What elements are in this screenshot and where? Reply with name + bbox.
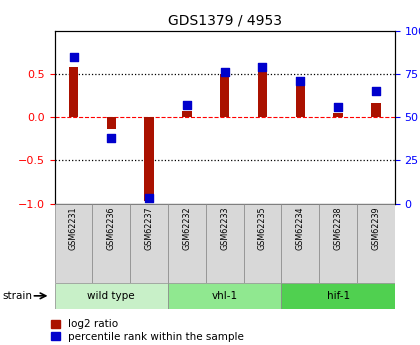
Bar	[182, 111, 192, 117]
Bar	[244, 204, 281, 283]
Bar	[55, 204, 92, 283]
Text: GSM62233: GSM62233	[220, 207, 229, 250]
Text: strain: strain	[2, 291, 32, 301]
Point	[108, 135, 115, 141]
Text: GSM62239: GSM62239	[371, 207, 381, 250]
Bar	[258, 72, 267, 117]
Bar	[130, 204, 168, 283]
Bar	[296, 81, 305, 117]
Bar	[92, 204, 130, 283]
Bar	[144, 117, 154, 201]
Title: GDS1379 / 4953: GDS1379 / 4953	[168, 13, 282, 27]
Text: GSM62236: GSM62236	[107, 207, 116, 250]
Bar	[281, 283, 395, 309]
Bar	[333, 113, 343, 117]
Text: wild type: wild type	[87, 291, 135, 301]
Point	[70, 54, 77, 60]
Bar	[319, 204, 357, 283]
Text: GSM62238: GSM62238	[333, 207, 343, 250]
Bar	[220, 74, 229, 117]
Bar	[281, 204, 319, 283]
Text: hif-1: hif-1	[326, 291, 350, 301]
Point	[335, 104, 341, 110]
Bar	[371, 103, 381, 117]
Point	[184, 102, 190, 108]
Bar	[55, 283, 168, 309]
Bar	[168, 283, 281, 309]
Point	[259, 65, 266, 70]
Text: GSM62235: GSM62235	[258, 207, 267, 250]
Bar	[206, 204, 244, 283]
Point	[221, 70, 228, 75]
Text: GSM62232: GSM62232	[182, 207, 192, 250]
Text: GSM62234: GSM62234	[296, 207, 305, 250]
Text: vhl-1: vhl-1	[212, 291, 238, 301]
Bar	[107, 117, 116, 129]
Bar	[357, 204, 395, 283]
Legend: log2 ratio, percentile rank within the sample: log2 ratio, percentile rank within the s…	[51, 319, 244, 342]
Point	[297, 78, 304, 84]
Point	[146, 196, 152, 201]
Text: GSM62237: GSM62237	[144, 207, 154, 250]
Text: GSM62231: GSM62231	[69, 207, 78, 250]
Bar	[69, 67, 78, 117]
Bar	[168, 204, 206, 283]
Point	[373, 89, 379, 94]
